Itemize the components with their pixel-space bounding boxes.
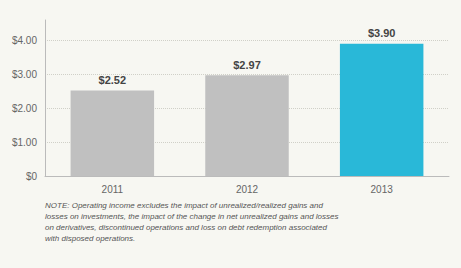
svg-text:$3.00: $3.00 bbox=[12, 69, 37, 80]
svg-text:2011: 2011 bbox=[102, 184, 124, 195]
svg-text:$4.00: $4.00 bbox=[12, 35, 37, 46]
svg-text:with disposed operations.: with disposed operations. bbox=[45, 234, 135, 243]
svg-text:$3.90: $3.90 bbox=[368, 27, 396, 39]
svg-text:NOTE: Operating income exclude: NOTE: Operating income excludes the impa… bbox=[45, 201, 323, 210]
svg-text:$2.97: $2.97 bbox=[233, 59, 261, 71]
svg-text:$1.00: $1.00 bbox=[12, 137, 37, 148]
svg-text:losses on investments, the imp: losses on investments, the impact of the… bbox=[45, 212, 339, 221]
svg-text:$0: $0 bbox=[26, 171, 38, 182]
svg-text:2013: 2013 bbox=[371, 184, 394, 195]
svg-text:$2.52: $2.52 bbox=[99, 74, 127, 86]
svg-text:$2.00: $2.00 bbox=[12, 103, 37, 114]
svg-text:on derivatives, discontinued o: on derivatives, discontinued operations … bbox=[45, 223, 328, 232]
svg-text:2012: 2012 bbox=[236, 184, 259, 195]
